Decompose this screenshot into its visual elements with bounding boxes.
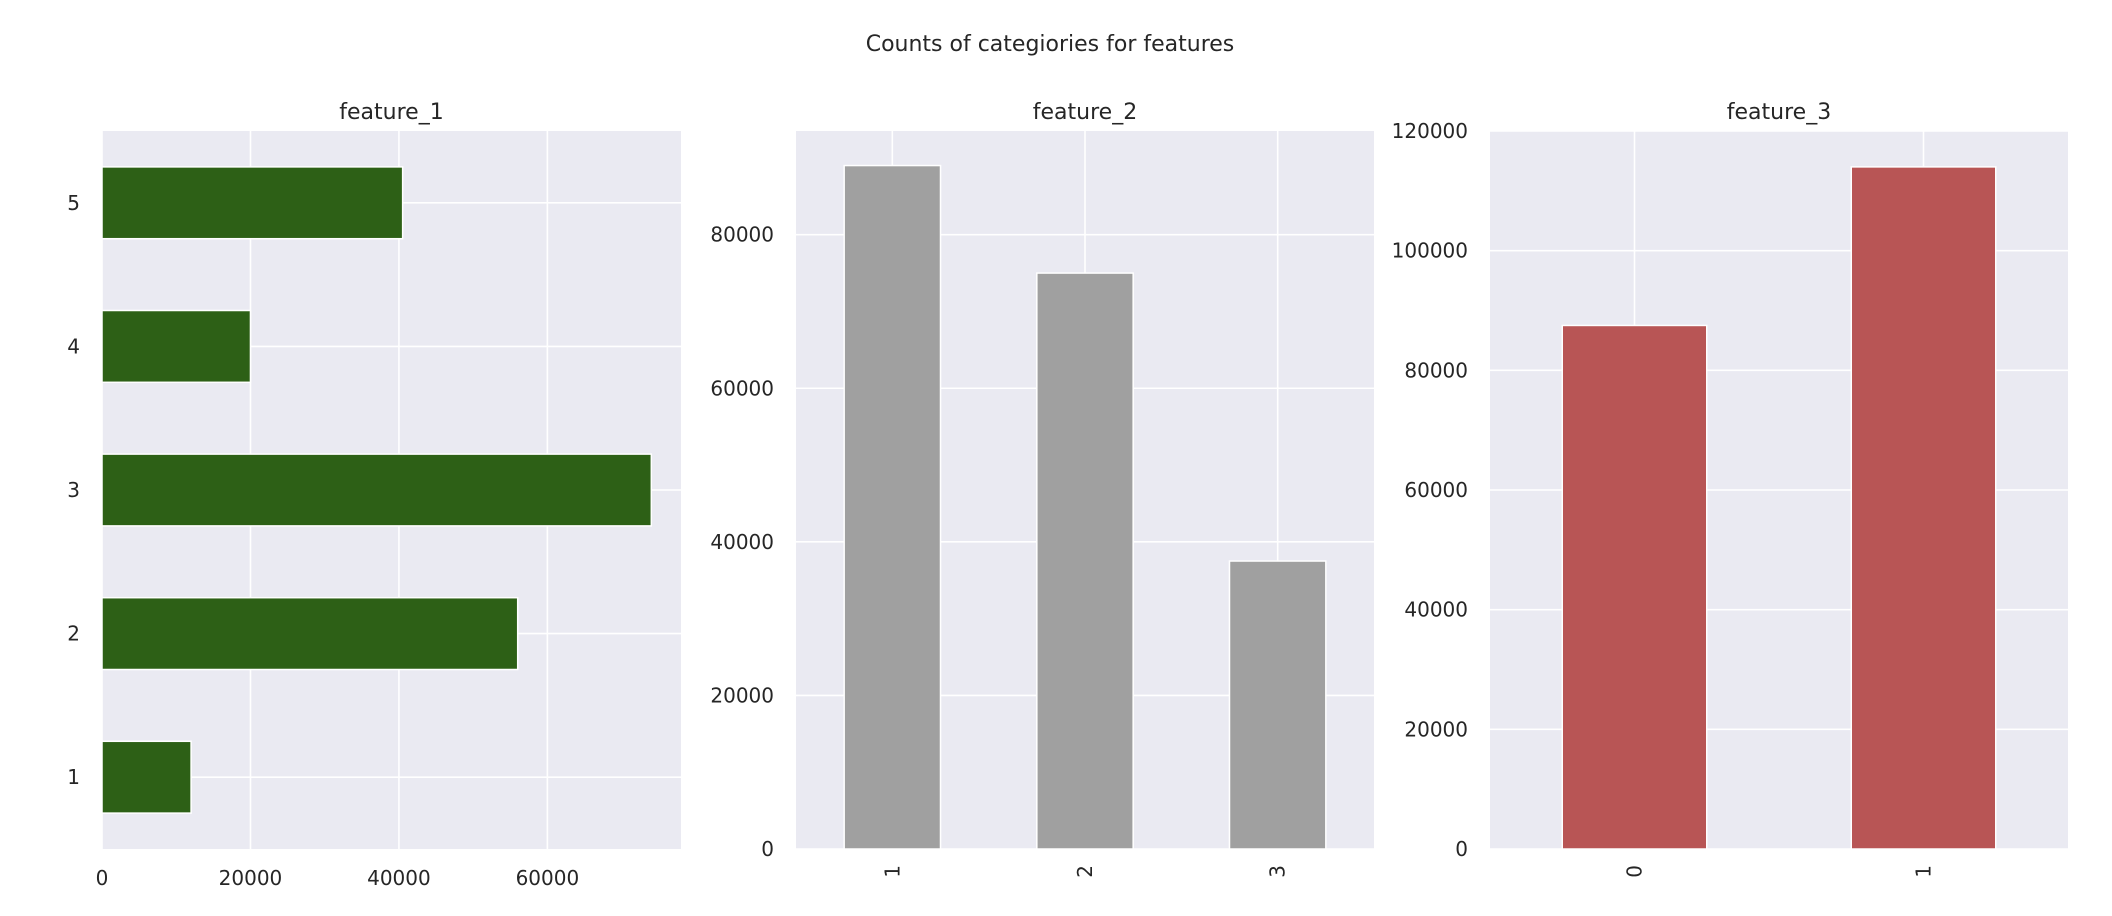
bar — [101, 596, 519, 671]
bar — [101, 166, 404, 240]
bar — [843, 164, 942, 850]
tick-labels: 0 20000 40000 60000 80000 100000 120000 0 1 — [1392, 119, 1936, 878]
subplot-1: feature_1 0 20000 40000 60000 1 2 3 4 5 — [67, 100, 681, 890]
y-tick-label: 1 — [67, 765, 80, 789]
subplot-title: feature_1 — [339, 100, 443, 125]
y-tick-label: 3 — [67, 478, 80, 502]
y-tick-label: 40000 — [1404, 598, 1468, 622]
bar — [101, 453, 653, 527]
tick-labels: 0 20000 40000 60000 1 2 3 4 5 — [67, 191, 579, 890]
bars — [1561, 166, 1997, 850]
y-tick-label: 4 — [67, 334, 80, 358]
x-tick-label: 1 — [880, 865, 904, 878]
x-tick-label: 60000 — [516, 866, 580, 890]
y-tick-label: 5 — [67, 191, 80, 215]
y-tick-label: 40000 — [710, 530, 774, 554]
y-tick-label: 20000 — [1404, 717, 1468, 741]
bar — [101, 309, 252, 384]
y-tick-label: 60000 — [710, 376, 774, 400]
y-tick-label: 0 — [1455, 837, 1468, 861]
x-tick-label: 40000 — [367, 866, 431, 890]
bar — [101, 740, 192, 814]
y-tick-label: 80000 — [710, 223, 774, 247]
y-tick-label: 120000 — [1392, 119, 1468, 143]
x-tick-label: 1 — [1912, 865, 1936, 878]
subplot-title: feature_2 — [1033, 100, 1137, 125]
x-tick-label: 20000 — [219, 866, 283, 890]
y-tick-label: 20000 — [710, 683, 774, 707]
y-tick-label: 60000 — [1404, 478, 1468, 502]
bar — [1850, 166, 1997, 850]
x-tick-label: 0 — [96, 866, 109, 890]
x-tick-label: 3 — [1266, 865, 1290, 878]
bars — [843, 164, 1327, 850]
y-tick-label: 0 — [761, 837, 774, 861]
subplot-title: feature_3 — [1727, 100, 1831, 125]
y-tick-label: 2 — [67, 622, 80, 646]
subplot-2: feature_2 0 20000 40000 60000 80000 1 2 3 — [710, 100, 1374, 878]
bar — [1228, 560, 1327, 850]
x-tick-label: 2 — [1073, 865, 1097, 878]
subplots: feature_1 0 20000 40000 60000 1 2 3 4 5 feature_2 0… — [67, 100, 2068, 890]
y-tick-label: 100000 — [1392, 239, 1468, 263]
figure-title: Counts of categiories for features — [866, 32, 1235, 57]
bar — [1561, 324, 1708, 850]
bars — [101, 166, 653, 814]
tick-labels: 0 20000 40000 60000 80000 1 2 3 — [710, 223, 1289, 878]
bar — [1036, 272, 1134, 850]
subplot-3: feature_3 0 20000 40000 60000 80000 100000 1200… — [1392, 100, 2068, 878]
x-tick-label: 0 — [1623, 865, 1647, 878]
y-tick-label: 80000 — [1404, 358, 1468, 382]
